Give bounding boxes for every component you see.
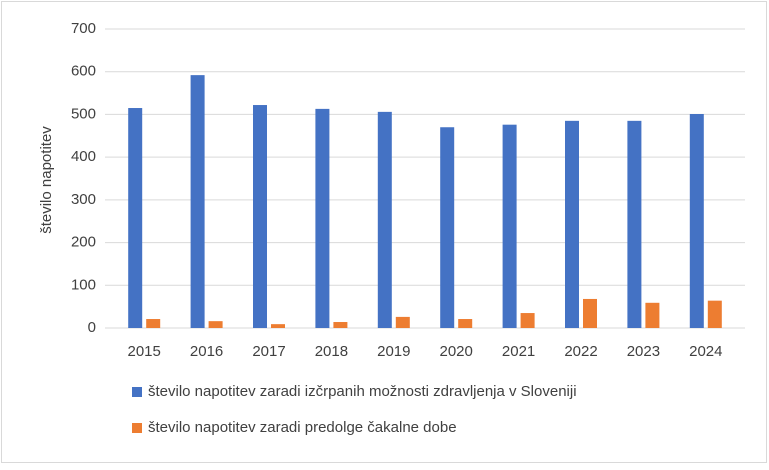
y-tick-label: 400 (71, 148, 96, 165)
bar (333, 322, 348, 328)
bar (271, 324, 285, 328)
bar (146, 319, 161, 328)
x-tick-label: 2016 (190, 343, 223, 360)
y-axis-title: število napotitev (38, 126, 55, 234)
legend-label: število napotitev zaradi izčrpanih možno… (148, 383, 577, 400)
x-tick-label: 2024 (689, 343, 722, 360)
legend-label: število napotitev zaradi predolge čakaln… (148, 419, 457, 436)
bar (627, 120, 642, 328)
x-tick-label: 2020 (440, 343, 473, 360)
bar (190, 75, 205, 328)
x-tick-label: 2023 (627, 343, 660, 360)
legend-swatch (132, 423, 142, 433)
x-tick-label: 2022 (564, 343, 597, 360)
x-tick-label: 2017 (252, 343, 285, 360)
x-tick-label: 2019 (377, 343, 410, 360)
y-tick-label: 700 (71, 20, 96, 37)
bar (208, 321, 223, 328)
y-tick-label: 300 (71, 191, 96, 208)
bar (689, 114, 704, 328)
bar (502, 124, 517, 329)
y-tick-label: 100 (71, 276, 96, 293)
bar (707, 300, 722, 328)
legend-swatch (132, 387, 142, 397)
bar (377, 111, 392, 328)
bar (583, 298, 597, 328)
bar (520, 313, 535, 328)
bar (440, 127, 455, 328)
y-tick-label: 0 (88, 319, 96, 336)
x-tick-label: 2018 (315, 343, 348, 360)
x-tick-label: 2015 (128, 343, 161, 360)
y-tick-label: 200 (71, 234, 96, 251)
bar (128, 108, 143, 329)
x-tick-label: 2021 (502, 343, 535, 360)
bar (458, 319, 473, 328)
bar (395, 316, 410, 328)
y-tick-label: 600 (71, 63, 96, 80)
bar (565, 120, 579, 328)
y-tick-label: 500 (71, 105, 96, 122)
bar (253, 105, 267, 328)
bar (645, 302, 660, 328)
bar (315, 108, 330, 328)
